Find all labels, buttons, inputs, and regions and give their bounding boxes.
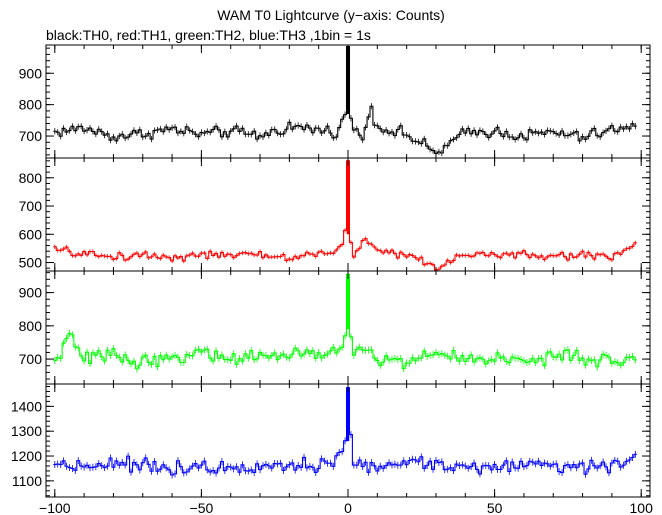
x-tick-label: 100	[630, 500, 654, 515]
panel-th0: 700 800 900	[19, 44, 651, 159]
x-tick-label: 50	[487, 500, 503, 515]
x-tick-label: −100	[39, 500, 71, 515]
panel-th1: 500 600 700 800	[19, 157, 651, 272]
y-tick-label: 1400	[11, 398, 42, 414]
y-tick-label: 900	[19, 285, 43, 301]
panel-th3: 1100 1200 1300 1400	[11, 383, 651, 498]
y-tick-label: 700	[19, 128, 43, 144]
chart-title: WAM T0 Lightcurve (y−axis: Counts)	[217, 7, 445, 23]
y-tick-label: 800	[19, 170, 43, 186]
series-line-th3	[53, 387, 637, 476]
y-tick-label: 1200	[11, 448, 42, 464]
error-bars-th0	[54, 45, 636, 157]
series-line-th2	[53, 273, 637, 370]
series-line-th1	[53, 160, 637, 271]
series-line-th0	[53, 46, 637, 154]
error-bars-th3	[54, 384, 636, 479]
y-tick-label: 600	[19, 226, 43, 242]
y-tick-label: 800	[19, 97, 43, 113]
y-tick-label: 800	[19, 318, 43, 334]
x-tick-label: 0	[344, 500, 352, 515]
y-tick-label: 500	[19, 255, 43, 271]
y-tick-label: 700	[19, 198, 43, 214]
y-tick-label: 1100	[12, 473, 42, 489]
error-bars-th1	[54, 158, 636, 271]
x-tick-label: −50	[190, 500, 214, 515]
y-tick-label: 700	[19, 351, 43, 367]
y-tick-label: 1300	[11, 423, 42, 439]
panel-th2: 700 800 900	[19, 270, 651, 385]
chart-subtitle: black:TH0, red:TH1, green:TH2, blue:TH3 …	[46, 27, 371, 43]
y-tick-label: 900	[19, 65, 43, 81]
error-bars-th2	[54, 271, 636, 373]
